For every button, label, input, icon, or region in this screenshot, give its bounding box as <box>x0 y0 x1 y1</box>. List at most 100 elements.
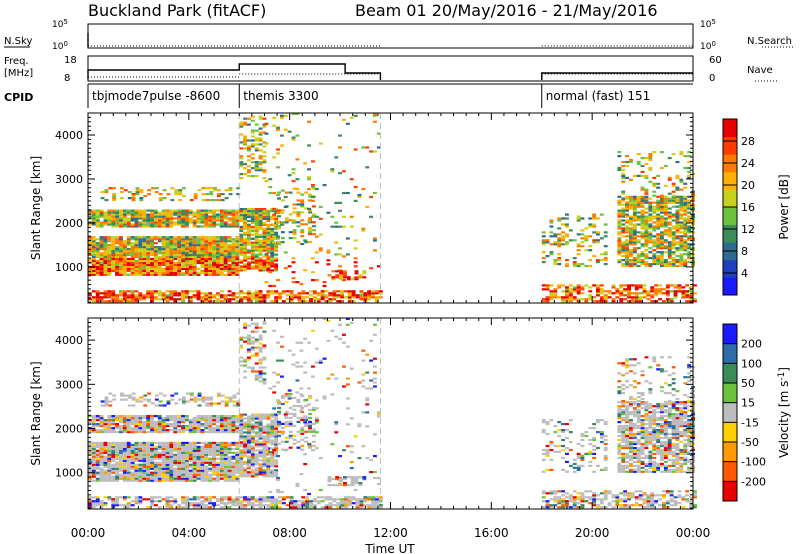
heatmap-cell <box>603 294 608 297</box>
heatmap-cell <box>683 247 688 250</box>
heatmap-cell <box>111 263 116 266</box>
heatmap-cell <box>231 294 236 297</box>
heatmap-cell <box>216 457 220 460</box>
heatmap-cell <box>266 241 271 244</box>
heatmap-cell <box>91 506 96 509</box>
heatmap-cell <box>142 457 147 460</box>
heatmap-cell <box>640 217 645 220</box>
heatmap-cell <box>295 178 300 181</box>
heatmap-cell <box>196 273 201 276</box>
heatmap-cell <box>196 429 201 432</box>
heatmap-cell <box>107 211 112 214</box>
heatmap-cell <box>632 211 637 214</box>
heatmap-cell <box>181 261 185 265</box>
heatmap-cell <box>588 249 593 252</box>
heatmap-cell <box>239 249 244 252</box>
heatmap-cell <box>305 502 310 505</box>
heatmap-cell <box>247 471 251 474</box>
heatmap-cell <box>266 292 271 295</box>
heatmap-cell <box>318 217 323 220</box>
heatmap-cell <box>625 247 629 250</box>
heatmap-cell <box>262 473 267 476</box>
heatmap-cell <box>181 298 185 301</box>
heatmap-cell <box>111 217 116 220</box>
heatmap-cell <box>284 217 289 220</box>
heatmap-cell <box>640 174 645 177</box>
heatmap-cell <box>274 215 279 219</box>
heatmap-cell <box>289 506 294 509</box>
heatmap-cell <box>188 431 193 434</box>
heatmap-cell <box>667 257 672 260</box>
heatmap-cell <box>216 223 220 226</box>
heatmap-cell <box>656 227 661 230</box>
heatmap-cell <box>312 500 317 503</box>
heatmap-cell <box>204 477 209 480</box>
heatmap-cell <box>153 255 158 259</box>
heatmap-cell <box>173 209 178 212</box>
heatmap-cell <box>169 473 174 476</box>
heatmap-cell <box>231 477 236 480</box>
heatmap-cell <box>147 392 151 395</box>
heatmap-cell <box>99 504 104 507</box>
heatmap-cell <box>254 223 259 226</box>
heatmap-cell <box>652 209 657 212</box>
heatmap-cell <box>204 219 209 222</box>
freq-unit-label: [MHz] <box>4 68 33 79</box>
heatmap-cell <box>239 229 244 232</box>
heatmap-cell <box>150 441 154 444</box>
heatmap-cell <box>115 213 119 216</box>
heatmap-cell <box>150 425 154 428</box>
heatmap-cell <box>157 473 162 476</box>
heatmap-cell <box>134 419 139 422</box>
heatmap-cell <box>258 221 263 224</box>
heatmap-cell <box>671 241 676 244</box>
heatmap-cell <box>568 292 573 295</box>
heatmap-cell <box>627 290 631 293</box>
heatmap-cell <box>173 211 178 214</box>
heatmap-cell <box>679 205 684 208</box>
heatmap-cell <box>223 238 228 241</box>
heatmap-cell <box>122 425 127 428</box>
heatmap-cell <box>223 423 228 426</box>
heatmap-cell <box>336 294 341 297</box>
heatmap-cell <box>228 398 233 401</box>
heatmap-cell <box>223 443 228 446</box>
heatmap-cell <box>122 477 127 480</box>
heatmap-cell <box>274 231 279 234</box>
heatmap-cell <box>122 431 127 434</box>
heatmap-cell <box>580 298 585 301</box>
heatmap-cell <box>91 455 96 458</box>
heatmap-cell <box>157 223 162 226</box>
heatmap-cell <box>599 296 604 299</box>
heatmap-cell <box>138 236 143 239</box>
heatmap-cell <box>99 443 104 446</box>
heatmap-cell <box>103 223 108 226</box>
heatmap-cell <box>99 248 104 251</box>
heatmap-cell <box>138 451 143 454</box>
heatmap-cell <box>208 271 213 274</box>
heatmap-cell <box>204 296 209 299</box>
heatmap-cell <box>281 498 286 501</box>
heatmap-cell <box>592 284 597 287</box>
heatmap-cell <box>283 195 288 199</box>
heatmap-cell <box>270 227 275 230</box>
heatmap-cell <box>634 292 639 295</box>
heatmap-cell <box>219 223 224 226</box>
heatmap-cell <box>311 184 315 187</box>
heatmap-cell <box>652 227 657 230</box>
heatmap-cell <box>165 267 170 270</box>
heatmap-cell <box>227 211 232 214</box>
heatmap-cell <box>603 296 608 299</box>
heatmap-cell <box>142 449 147 452</box>
heatmap-cell <box>142 219 147 222</box>
heatmap-cell <box>200 455 205 458</box>
heatmap-cell <box>274 263 279 266</box>
heatmap-cell <box>629 160 633 164</box>
heatmap-cell <box>627 292 631 295</box>
heatmap-cell <box>648 158 653 162</box>
heatmap-cell <box>188 451 193 454</box>
heatmap-cell <box>254 211 259 215</box>
heatmap-cell <box>119 447 123 450</box>
heatmap-cell <box>565 296 569 299</box>
heatmap-cell <box>254 427 259 430</box>
